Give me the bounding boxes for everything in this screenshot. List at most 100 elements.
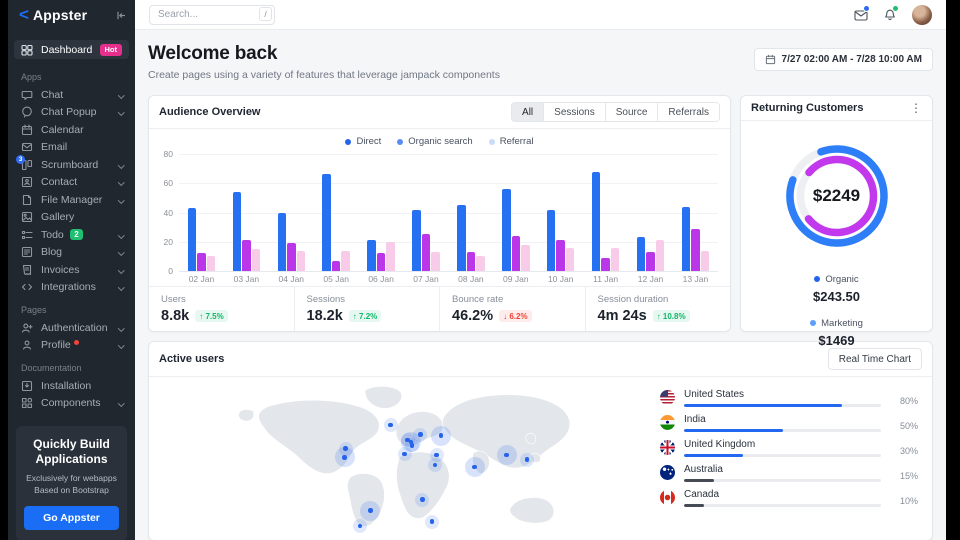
bell-icon[interactable] bbox=[883, 4, 899, 21]
sidebar-item-calendar[interactable]: Calendar bbox=[8, 121, 135, 139]
chevron-down-icon bbox=[117, 196, 124, 203]
promo-subtitle: Exclusively for webapps Based on Bootstr… bbox=[26, 473, 117, 495]
x-axis-label: 08 Jan bbox=[458, 274, 484, 284]
map-dot-core bbox=[420, 497, 425, 502]
sidebar-item-file-manager[interactable]: File Manager bbox=[8, 191, 135, 209]
sidebar-item-chat[interactable]: Chat bbox=[8, 86, 135, 104]
sidebar-item-label: Authentication bbox=[41, 321, 108, 334]
country-info: United Kingdom bbox=[684, 439, 881, 457]
map-dot-halo bbox=[383, 417, 398, 432]
bar-referral bbox=[521, 244, 530, 271]
sidebar-item-blog[interactable]: Blog bbox=[8, 244, 135, 262]
sidebar-item-label: Chat bbox=[41, 88, 64, 101]
map-location-dot bbox=[428, 458, 443, 473]
plot-area bbox=[179, 154, 718, 272]
avatar[interactable] bbox=[912, 4, 932, 25]
legend-item-organic-search: Organic search bbox=[397, 136, 473, 147]
country-name: United States bbox=[684, 389, 745, 400]
sidebar-item-scrumboard[interactable]: 3 Scrumboard bbox=[8, 154, 135, 174]
x-axis-label: 06 Jan bbox=[368, 274, 394, 284]
y-axis: 80 60 40 20 0 bbox=[157, 149, 179, 276]
map-location-dot bbox=[383, 417, 398, 432]
map-dot-halo bbox=[464, 457, 485, 478]
tab-referrals[interactable]: Referrals bbox=[657, 103, 719, 121]
sidebar-item-components[interactable]: Components bbox=[8, 395, 135, 413]
bar-referral bbox=[655, 240, 665, 271]
sidebar-item-label: Blog bbox=[41, 246, 63, 259]
tab-all[interactable]: All bbox=[512, 103, 544, 121]
topbar: / bbox=[135, 0, 946, 30]
sidebar-item-label: Todo bbox=[41, 228, 64, 241]
sidebar-item-invoices[interactable]: Invoices bbox=[8, 261, 135, 279]
sidebar-item-email[interactable]: Email bbox=[8, 139, 135, 157]
returning-legend-organic: Organic $243.50 bbox=[741, 269, 932, 305]
bar-referral bbox=[700, 250, 710, 271]
audience-title: Audience Overview bbox=[159, 106, 261, 118]
map-dot-core bbox=[409, 443, 415, 448]
profile-icon bbox=[21, 339, 33, 351]
sidebar-item-chat-popup[interactable]: Chat Popup bbox=[8, 104, 135, 122]
stat-value: 46.2% bbox=[452, 308, 494, 324]
country-bar-fill bbox=[684, 429, 783, 432]
logo-icon: < bbox=[19, 5, 29, 24]
map-location-dot bbox=[430, 425, 451, 446]
search: / bbox=[149, 4, 275, 25]
sidebar-collapse-icon[interactable] bbox=[116, 10, 127, 21]
main-area: / Welcome back Create pages using a vari… bbox=[135, 0, 946, 540]
gridline bbox=[179, 154, 718, 155]
bar-organic-search bbox=[287, 243, 296, 271]
nav-section-label: Pages bbox=[21, 305, 47, 315]
logo[interactable]: < Appster bbox=[8, 0, 135, 30]
sidebar-item-label: Email bbox=[41, 141, 68, 154]
chevron-down-icon bbox=[117, 109, 124, 116]
bar-organic-search bbox=[376, 253, 386, 271]
map-dot-halo bbox=[520, 452, 535, 467]
sidebar-item-gallery[interactable]: Gallery bbox=[8, 209, 135, 227]
map-dot-halo bbox=[401, 432, 422, 453]
sidebar-item-contact[interactable]: Contact bbox=[8, 174, 135, 192]
sidebar-item-integrations[interactable]: Integrations bbox=[8, 279, 135, 297]
map-dot-core bbox=[504, 452, 509, 458]
country-info: Canada bbox=[684, 489, 881, 507]
map-location-dot bbox=[405, 438, 420, 453]
file-manager-icon bbox=[21, 194, 33, 206]
blog-icon bbox=[21, 246, 33, 258]
y-tick-label: 40 bbox=[163, 207, 173, 218]
x-axis-label: 13 Jan bbox=[682, 274, 709, 284]
legend-dot-icon bbox=[488, 138, 495, 145]
country-name: United Kingdom bbox=[684, 439, 756, 450]
x-axis-label: 05 Jan bbox=[323, 274, 349, 284]
messages-icon[interactable] bbox=[854, 4, 870, 21]
sidebar-item-dashboard[interactable]: Dashboard Hot bbox=[14, 40, 129, 59]
sidebar-item-authentication[interactable]: Authentication bbox=[8, 319, 135, 337]
active-users-card: Active users Real Time Chart bbox=[148, 341, 933, 540]
stat-session-duration: Session duration 4m 24s ↑ 10.8% bbox=[584, 287, 731, 331]
sidebar-item-profile[interactable]: Profile bbox=[8, 337, 135, 355]
calendar-icon bbox=[21, 124, 33, 136]
map-location-dot bbox=[334, 447, 355, 468]
returning-customers-card: Returning Customers ⋮ $2249 Organic $243.… bbox=[740, 95, 933, 348]
sidebar-item-label: Profile bbox=[41, 339, 71, 352]
bar-direct bbox=[412, 209, 421, 271]
map-dot-core bbox=[418, 432, 423, 437]
date-range-button[interactable]: 7/27 02:00 AM - 7/28 10:00 AM bbox=[753, 48, 933, 71]
more-options-icon[interactable]: ⋮ bbox=[910, 101, 922, 115]
returning-legend-label: Marketing bbox=[821, 317, 863, 329]
country-bar-fill bbox=[684, 479, 714, 482]
sidebar-item-installation[interactable]: Installation bbox=[8, 377, 135, 395]
country-row-india: India 50% bbox=[660, 414, 918, 432]
tab-sessions[interactable]: Sessions bbox=[543, 103, 605, 121]
bar-group bbox=[367, 154, 395, 271]
go-appster-button[interactable]: Go Appster bbox=[24, 505, 119, 530]
messages-badge bbox=[863, 4, 870, 12]
real-time-chart-button[interactable]: Real Time Chart bbox=[827, 348, 922, 370]
search-input[interactable] bbox=[149, 4, 275, 25]
tab-source[interactable]: Source bbox=[604, 103, 658, 121]
country-bar-track bbox=[684, 454, 881, 457]
sidebar-item-todo[interactable]: Todo 2 bbox=[8, 226, 135, 244]
bar-group bbox=[277, 154, 306, 271]
map-dot-core bbox=[368, 508, 373, 513]
bar-direct bbox=[457, 205, 466, 271]
country-info: United States bbox=[684, 389, 881, 407]
returning-legend-marketing: Marketing $1469 bbox=[741, 313, 932, 348]
